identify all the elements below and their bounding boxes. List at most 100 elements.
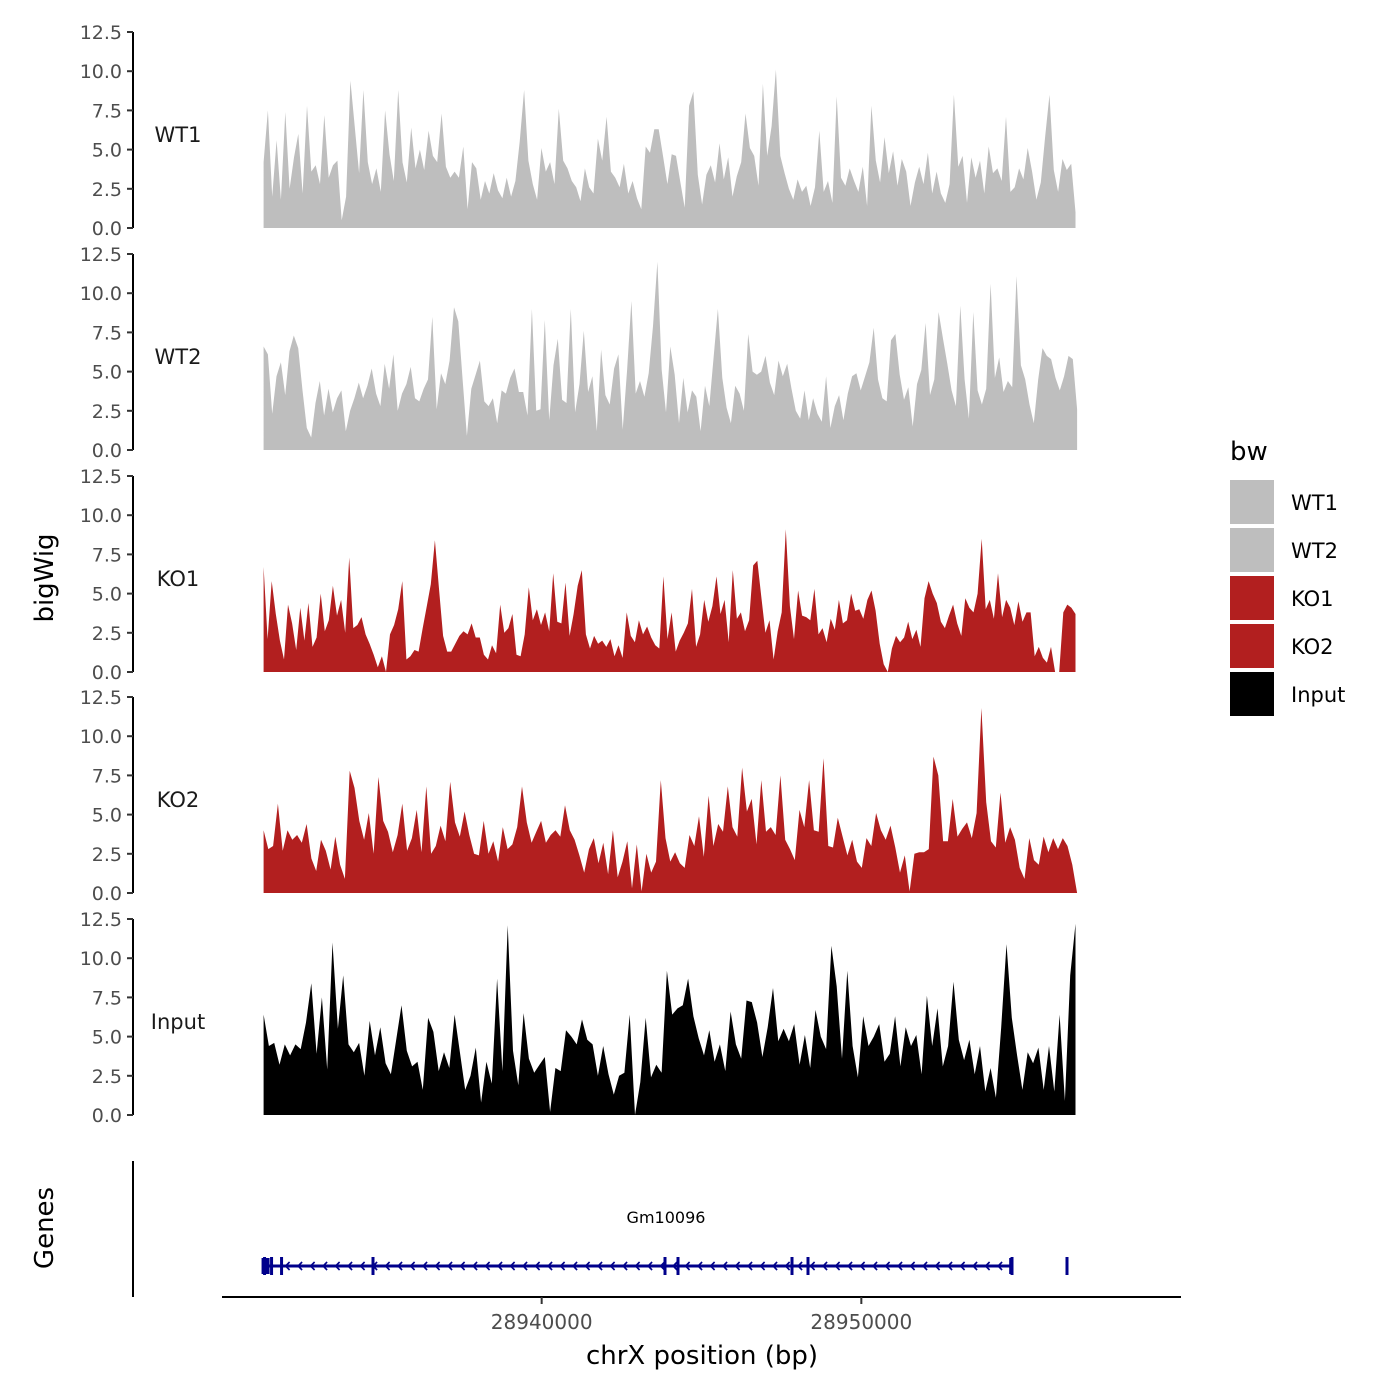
track-label-input: Input <box>151 1010 205 1034</box>
strand-arrow <box>671 1261 678 1271</box>
strand-arrow <box>971 1261 978 1271</box>
strand-arrow <box>421 1261 428 1271</box>
strand-arrow <box>809 1261 816 1271</box>
y-tick-label: 7.5 <box>92 987 122 1009</box>
area-ko2 <box>263 708 1078 893</box>
strand-arrow <box>896 1261 903 1271</box>
y-tick-label: 12.5 <box>80 22 122 44</box>
strand-arrow <box>309 1261 316 1271</box>
x-axis-title: chrX position (bp) <box>586 1341 818 1371</box>
y-tick-label: 5.0 <box>92 805 122 827</box>
gene-label: Gm10096 <box>627 1208 706 1227</box>
y-tick-label: 12.5 <box>80 909 122 931</box>
legend-label-ko1: KO1 <box>1291 587 1334 611</box>
y-tick-label: 12.5 <box>80 466 122 488</box>
track-label-wt1: WT1 <box>155 123 202 147</box>
track-panel-wt1: 0.0 2.5 5.0 7.5 10.0 12.5 WT1 <box>80 22 1076 240</box>
strand-arrow <box>909 1261 916 1271</box>
strand-arrow <box>621 1261 628 1271</box>
track-panels: 0.0 2.5 5.0 7.5 10.0 12.5 WT1 0.0 2.5 5.0 7.5 10.0 1… <box>80 22 1078 1127</box>
strand-arrow <box>884 1261 891 1271</box>
y-tick-label: 10.0 <box>80 505 122 527</box>
area-wt1 <box>263 69 1076 228</box>
y-tick-label: 2.5 <box>92 1066 122 1088</box>
strand-arrow <box>946 1261 953 1271</box>
legend-key-ko2 <box>1230 624 1274 668</box>
strand-arrow <box>859 1261 866 1271</box>
y-tick-label: 7.5 <box>92 322 122 344</box>
y-tick-label: 10.0 <box>80 61 122 83</box>
strand-arrow <box>321 1261 328 1271</box>
track-label-ko2: KO2 <box>157 788 200 812</box>
strand-arrow <box>734 1261 741 1271</box>
y-tick-label: 12.5 <box>80 687 122 709</box>
legend-key-wt2 <box>1230 528 1274 572</box>
y-tick-label: 12.5 <box>80 244 122 266</box>
strand-arrow <box>546 1261 553 1271</box>
y-tick-label: 5.0 <box>92 584 122 606</box>
strand-arrow <box>471 1261 478 1271</box>
strand-arrow <box>396 1261 403 1271</box>
strand-arrow <box>784 1261 791 1271</box>
x-tick-label: 28940000 <box>491 1310 593 1334</box>
legend-title: bw <box>1230 437 1268 467</box>
strand-arrow <box>334 1261 341 1271</box>
y-tick-label: 5.0 <box>92 140 122 162</box>
strand-arrow <box>696 1261 703 1271</box>
strand-arrow <box>834 1261 841 1271</box>
y-tick-label: 5.0 <box>92 362 122 384</box>
y-tick-label: 7.5 <box>92 765 122 787</box>
area-input <box>263 923 1076 1115</box>
strand-arrow <box>446 1261 453 1271</box>
strand-arrow <box>634 1261 641 1271</box>
strand-arrow <box>534 1261 541 1271</box>
strand-arrow <box>284 1261 291 1271</box>
track-label-wt2: WT2 <box>155 345 202 369</box>
y-tick-label: 0.0 <box>92 440 122 462</box>
y-tick-label: 2.5 <box>92 179 122 201</box>
area-wt2 <box>263 261 1078 450</box>
strand-arrow <box>459 1261 466 1271</box>
legend-key-input <box>1230 672 1274 716</box>
strand-arrow <box>384 1261 391 1271</box>
legend-key-ko1 <box>1230 576 1274 620</box>
strand-arrow <box>846 1261 853 1271</box>
strand-arrow <box>346 1261 353 1271</box>
strand-arrow <box>296 1261 303 1271</box>
strand-arrow <box>559 1261 566 1271</box>
strand-arrow <box>571 1261 578 1271</box>
x-tick-label: 28950000 <box>810 1310 912 1334</box>
track-panel-ko1: 0.0 2.5 5.0 7.5 10.0 12.5 KO1 <box>80 466 1076 684</box>
y-axis-title: bigWig <box>30 533 60 622</box>
strand-arrow <box>684 1261 691 1271</box>
genes-panel: Gm10096 <box>132 1161 1069 1297</box>
strand-arrow <box>721 1261 728 1271</box>
strand-arrow <box>771 1261 778 1271</box>
strand-arrow <box>984 1261 991 1271</box>
strand-arrow <box>521 1261 528 1271</box>
strand-arrow <box>959 1261 966 1271</box>
legend-label-ko2: KO2 <box>1291 635 1334 659</box>
legend: WT1 WT2 KO1 KO2 Input <box>1230 480 1345 716</box>
strand-arrow <box>584 1261 591 1271</box>
genes-axis-title: Genes <box>30 1187 60 1269</box>
strand-arrow <box>921 1261 928 1271</box>
y-tick-label: 10.0 <box>80 726 122 748</box>
strand-arrow <box>871 1261 878 1271</box>
y-tick-label: 0.0 <box>92 218 122 240</box>
track-label-ko1: KO1 <box>157 567 200 591</box>
area-ko1 <box>263 529 1076 672</box>
strand-arrow <box>996 1261 1003 1271</box>
y-tick-label: 0.0 <box>92 883 122 905</box>
strand-arrow <box>646 1261 653 1271</box>
strand-arrow <box>759 1261 766 1271</box>
y-tick-label: 7.5 <box>92 100 122 122</box>
exon-block <box>1009 1258 1014 1274</box>
strand-arrow <box>796 1261 803 1271</box>
strand-arrow <box>609 1261 616 1271</box>
strand-arrow <box>496 1261 503 1271</box>
y-tick-label: 10.0 <box>80 948 122 970</box>
y-tick-label: 2.5 <box>92 401 122 423</box>
strand-arrow <box>596 1261 603 1271</box>
